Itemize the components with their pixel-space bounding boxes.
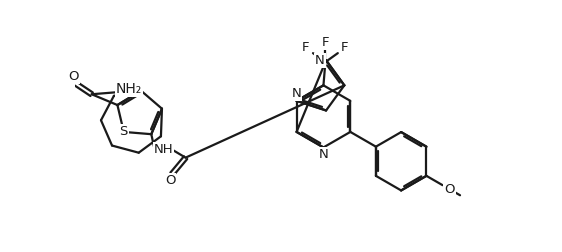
Text: F: F — [302, 41, 310, 54]
Text: O: O — [68, 70, 79, 83]
Text: F: F — [321, 36, 329, 49]
Text: N: N — [292, 87, 301, 100]
Text: N: N — [319, 148, 328, 161]
Text: S: S — [120, 125, 128, 138]
Text: F: F — [341, 41, 348, 54]
Text: N: N — [315, 54, 325, 67]
Text: O: O — [444, 182, 455, 196]
Text: NH₂: NH₂ — [116, 82, 142, 96]
Text: NH: NH — [153, 143, 173, 156]
Text: O: O — [165, 174, 175, 187]
